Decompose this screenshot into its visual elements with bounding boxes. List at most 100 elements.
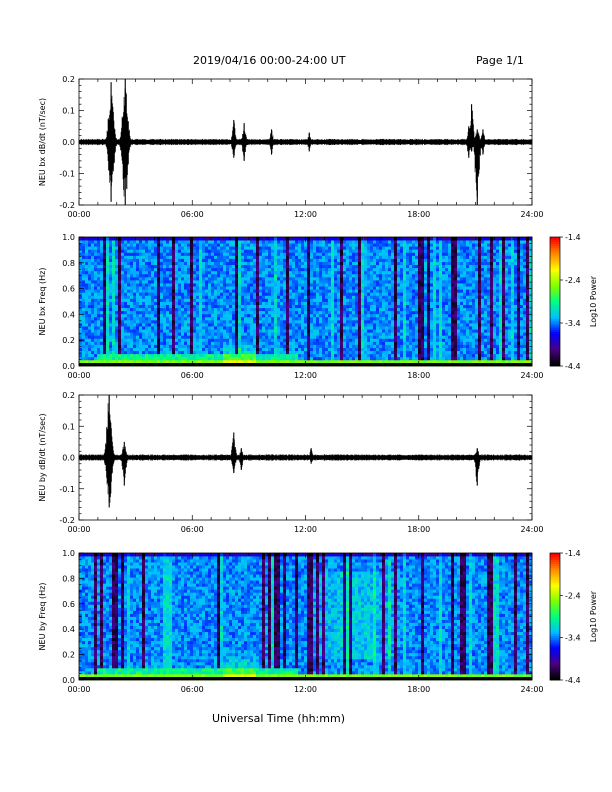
spectrogram-cell xyxy=(217,252,221,256)
spectrogram-cell xyxy=(85,258,89,262)
spectrogram-cell xyxy=(400,243,404,247)
spectrogram-cell xyxy=(295,252,299,256)
spectrogram-cell xyxy=(142,283,146,287)
spectrogram-cell xyxy=(154,301,158,305)
spectrogram-cell xyxy=(166,316,170,321)
spectrogram-cell xyxy=(403,329,407,333)
spectrogram-cell xyxy=(313,267,317,272)
spectrogram-cell xyxy=(115,329,119,333)
spectrogram-cell xyxy=(208,350,212,355)
spectrogram-cell xyxy=(115,276,119,281)
spectrogram-cell xyxy=(82,237,86,241)
spectrogram-cell xyxy=(139,298,143,302)
spectrogram-cell xyxy=(208,298,212,302)
spectrogram-cell xyxy=(94,243,98,247)
spectrogram-cell xyxy=(127,301,131,305)
spectrogram-cell xyxy=(121,298,125,302)
spectrogram-cell xyxy=(271,350,275,355)
spectrogram-cell xyxy=(166,332,170,336)
spectrogram-cell xyxy=(244,332,248,336)
spectrogram-cell xyxy=(154,335,158,339)
spectrogram-cell xyxy=(250,301,254,305)
spectrogram-cell xyxy=(304,326,308,330)
spectrogram-cell xyxy=(226,301,230,305)
spectrogram-cell xyxy=(352,255,356,259)
spectrogram-cell xyxy=(295,255,299,259)
spectrogram-cell xyxy=(145,295,149,299)
spectrogram-cell xyxy=(112,316,116,321)
spectrogram-cell xyxy=(238,332,242,336)
spectrogram-cell xyxy=(205,261,209,266)
spectrogram-cell xyxy=(331,301,335,305)
spectrogram-cell xyxy=(349,347,353,352)
spectrogram-cell xyxy=(328,240,332,244)
spectrogram-cell xyxy=(328,283,332,287)
spectrogram-cell xyxy=(424,243,428,247)
spectrogram-cell xyxy=(214,326,218,330)
spectrogram-cell xyxy=(250,350,254,355)
spectrogram-cell xyxy=(427,350,431,355)
spectrogram-cell xyxy=(337,316,341,321)
spectrogram-cell xyxy=(391,243,395,247)
spectrogram-cell xyxy=(223,356,227,361)
spectrogram-cell xyxy=(316,335,320,339)
spectrogram-cell xyxy=(241,283,245,287)
spectrogram-cell xyxy=(337,338,341,342)
spectrogram-cell xyxy=(424,335,428,339)
spectrogram-cell xyxy=(382,304,386,309)
spectrogram-cell xyxy=(163,240,167,244)
spectrogram-cell xyxy=(247,276,251,281)
spectrogram-cell xyxy=(346,264,350,269)
spectrogram-cell xyxy=(256,353,260,358)
spectrogram-cell xyxy=(343,286,347,290)
spectrogram-cell xyxy=(373,335,377,339)
spectrogram-cell xyxy=(196,344,200,348)
spectrogram-cell xyxy=(358,310,362,315)
x-axis-label: Universal Time (hh:mm) xyxy=(212,712,345,725)
spectrogram-cell xyxy=(418,295,422,299)
spectrogram-cell xyxy=(280,243,284,247)
spectrogram-cell xyxy=(319,323,323,327)
spectrogram-cell xyxy=(262,289,266,293)
spectrogram-cell xyxy=(388,237,392,241)
spectrogram-cell xyxy=(403,255,407,259)
spectrogram-cell xyxy=(340,255,344,259)
spectrogram-cell xyxy=(250,335,254,339)
spectrogram-cell xyxy=(91,359,95,364)
spectrogram-cell xyxy=(118,332,122,336)
spectrogram-cell xyxy=(148,276,152,281)
spectrogram-cell xyxy=(259,255,263,259)
spectrogram-cell xyxy=(145,304,149,309)
spectrogram-cell xyxy=(88,252,92,256)
spectrogram-cell xyxy=(193,280,197,284)
spectrogram-cell xyxy=(220,323,224,327)
spectrogram-cell xyxy=(160,359,164,364)
spectrogram-cell xyxy=(289,280,293,284)
spectrogram-cell xyxy=(115,267,119,272)
spectrogram-cell xyxy=(292,283,296,287)
spectrogram-cell xyxy=(202,329,206,333)
spectrogram-cell xyxy=(130,332,134,336)
spectrogram-cell xyxy=(418,246,422,250)
spectrogram-cell xyxy=(166,341,170,345)
spectrogram-cell xyxy=(307,283,311,287)
spectrogram-cell xyxy=(349,304,353,309)
spectrogram-cell xyxy=(355,341,359,345)
spectrogram-cell xyxy=(367,350,371,355)
spectrogram-cell xyxy=(262,286,266,290)
spectrogram-cell xyxy=(376,329,380,333)
spectrogram-cell xyxy=(100,264,104,269)
spectrogram-cell xyxy=(118,237,122,241)
spectrogram-cell xyxy=(313,289,317,293)
spectrogram-cell xyxy=(310,356,314,361)
spectrogram-cell xyxy=(298,298,302,302)
spectrogram-cell xyxy=(388,289,392,293)
spectrogram-cell xyxy=(256,323,260,327)
spectrogram-cell xyxy=(190,240,194,244)
spectrogram-cell xyxy=(97,338,101,342)
spectrogram-cell xyxy=(256,298,260,302)
spectrogram-cell xyxy=(232,319,236,324)
spectrogram-cell xyxy=(376,335,380,339)
spectrogram-cell xyxy=(220,295,224,299)
spectrogram-cell xyxy=(409,258,413,262)
